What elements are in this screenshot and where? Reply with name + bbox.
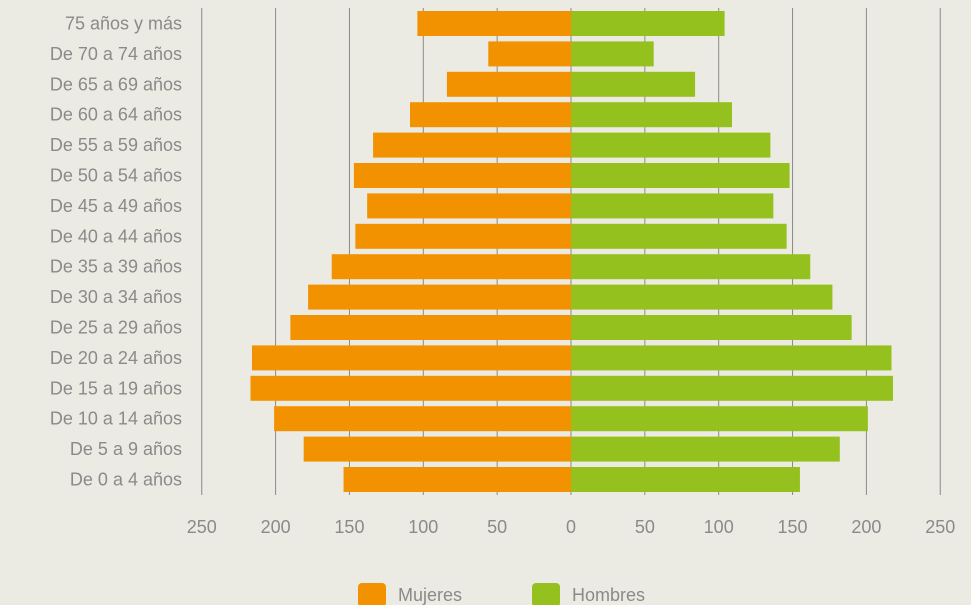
category-label: De 55 a 59 años bbox=[50, 135, 182, 155]
x-tick-label: 150 bbox=[334, 517, 364, 537]
bar-hombres bbox=[571, 467, 800, 492]
category-label: De 10 a 14 años bbox=[50, 409, 182, 429]
x-tick-label: 150 bbox=[778, 517, 808, 537]
x-tick-label: 100 bbox=[408, 517, 438, 537]
category-label: De 30 a 34 años bbox=[50, 287, 182, 307]
x-tick-label: 0 bbox=[566, 517, 576, 537]
bar-hombres bbox=[571, 375, 893, 401]
bar-mujeres bbox=[331, 254, 571, 280]
x-tick-label: 200 bbox=[851, 517, 881, 537]
bar-hombres bbox=[571, 406, 868, 432]
bar-hombres bbox=[571, 71, 696, 97]
category-label: De 5 a 9 años bbox=[70, 439, 182, 459]
x-tick-label: 250 bbox=[187, 517, 217, 537]
category-label: De 60 a 64 años bbox=[50, 105, 182, 125]
legend: Mujeres Hombres bbox=[358, 583, 645, 605]
bar-hombres bbox=[571, 41, 654, 67]
bar-mujeres bbox=[250, 375, 571, 401]
bar-hombres bbox=[571, 132, 771, 158]
bar-hombres bbox=[571, 163, 790, 188]
category-label: De 15 a 19 años bbox=[50, 378, 182, 398]
x-axis-tick-labels: 250 200 150 100 50 0 50 100 150 200 250 bbox=[187, 517, 956, 537]
x-tick-label: 50 bbox=[487, 517, 507, 537]
category-label: 75 años y más bbox=[65, 14, 182, 34]
bar-hombres bbox=[571, 11, 725, 36]
bar-mujeres bbox=[410, 102, 571, 128]
x-tick-label: 250 bbox=[925, 517, 955, 537]
bar-mujeres bbox=[251, 345, 571, 371]
legend-swatch-hombres bbox=[532, 583, 560, 605]
bar-mujeres bbox=[353, 163, 571, 188]
bar-mujeres bbox=[446, 71, 571, 97]
bar-mujeres bbox=[355, 223, 571, 249]
bar-hombres bbox=[571, 315, 852, 340]
bar-hombres bbox=[571, 102, 732, 128]
category-label: De 35 a 39 años bbox=[50, 257, 182, 277]
bar-mujeres bbox=[303, 436, 571, 462]
category-label: De 20 a 24 años bbox=[50, 348, 182, 368]
category-label: De 65 a 69 años bbox=[50, 74, 182, 94]
bar-mujeres bbox=[488, 41, 571, 67]
category-label: De 0 a 4 años bbox=[70, 470, 182, 490]
legend-label-hombres: Hombres bbox=[572, 585, 645, 605]
x-tick-label: 200 bbox=[261, 517, 291, 537]
bar-mujeres bbox=[308, 284, 571, 310]
bars bbox=[250, 11, 893, 492]
bar-hombres bbox=[571, 193, 774, 219]
bar-mujeres bbox=[373, 132, 571, 158]
bar-hombres bbox=[571, 284, 833, 310]
category-label: De 25 a 29 años bbox=[50, 318, 182, 338]
category-label: De 50 a 54 años bbox=[50, 166, 182, 186]
x-tick-label: 50 bbox=[635, 517, 655, 537]
x-tick-label: 100 bbox=[704, 517, 734, 537]
category-labels: 75 años y más De 70 a 74 años De 65 a 69 a… bbox=[50, 14, 182, 490]
category-label: De 40 a 44 años bbox=[50, 226, 182, 246]
bar-mujeres bbox=[417, 11, 571, 36]
bar-mujeres bbox=[290, 315, 571, 340]
bar-mujeres bbox=[274, 406, 571, 432]
bar-hombres bbox=[571, 223, 787, 249]
category-label: De 45 a 49 años bbox=[50, 196, 182, 216]
bar-hombres bbox=[571, 345, 892, 371]
bar-hombres bbox=[571, 436, 840, 462]
legend-swatch-mujeres bbox=[358, 583, 386, 605]
bar-mujeres bbox=[367, 193, 571, 219]
legend-label-mujeres: Mujeres bbox=[398, 585, 462, 605]
bar-hombres bbox=[571, 254, 811, 280]
category-label: De 70 a 74 años bbox=[50, 44, 182, 64]
bar-mujeres bbox=[343, 467, 571, 492]
